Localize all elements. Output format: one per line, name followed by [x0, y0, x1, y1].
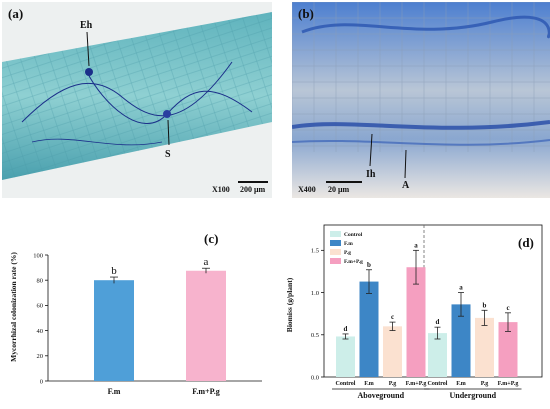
chart-d-significance-letter: b [483, 301, 487, 309]
chart-d-bar [406, 267, 426, 377]
chart-c-ylabel: Mycorrhizal colonization rate (%) [9, 252, 18, 362]
chart-d-bar [336, 336, 355, 377]
chart-d-ylabel: Biomiss (g/plant) [285, 277, 294, 332]
chart-d-category-label: F.m [456, 381, 466, 387]
chart-d-category-label: Control [428, 381, 448, 387]
annotation-a-arrow [404, 149, 407, 179]
chart-c-significance-letter: b [111, 265, 117, 277]
annotation-eh: Eh [80, 20, 93, 31]
chart-d-bar [451, 304, 471, 377]
chart-d-legend-label: Control [344, 232, 363, 238]
chart-d-category-label: F.m+P.g [406, 381, 427, 387]
chart-c-y-tick-label: 100 [33, 252, 43, 259]
chart-d-significance-letter: b [367, 261, 371, 269]
chart-d-group-label: Aboveground [357, 391, 404, 400]
chart-c-y-tick-label: 80 [37, 278, 44, 285]
chart-d-legend-swatch [330, 258, 341, 264]
chart-c-y-tick-label: 20 [37, 353, 44, 360]
chart-c-y-tick-label: 60 [37, 303, 44, 310]
chart-d-y-tick-label: 1.0 [311, 290, 319, 297]
chart-c-bar [94, 280, 134, 381]
annotation-ih: Ih [366, 169, 376, 180]
chart-d-bar [498, 322, 518, 377]
annotation-a: A [402, 180, 410, 191]
annotation-eh-arrow [86, 31, 90, 67]
micrograph-a-image: (a) Eh S X100 200 μm [2, 2, 272, 198]
panel-a-label: (a) [8, 6, 23, 21]
chart-d-legend-swatch [330, 231, 341, 237]
chart-d-legend-swatch [330, 249, 341, 255]
chart-d-category-label: F.m+P.g [498, 381, 519, 387]
chart-d-significance-letter: a [459, 284, 463, 292]
chart-d-category-label: Control [336, 381, 356, 387]
panel-a-magnification: X100 [212, 185, 230, 194]
chart-d-legend-label: P.g [344, 250, 351, 256]
chart-d-group-label: Underground [449, 391, 496, 400]
chart-d-category-label: P.g [389, 381, 397, 387]
chart-c-panel-label: (c) [204, 231, 218, 246]
annotation-s-arrow [167, 119, 170, 146]
chart-c-category-label: F.m [108, 387, 121, 396]
chart-c-y-tick-label: 0 [40, 378, 43, 385]
panel-b-scale-bar: 20 μm [328, 185, 350, 194]
chart-d-significance-letter: a [414, 241, 418, 249]
chart-d-bar [383, 326, 402, 377]
chart-d-y-tick-label: 0.5 [311, 332, 319, 339]
micrograph-b-image: (b) Ih A X400 20 μm [292, 2, 550, 198]
chart-d-significance-letter: d [436, 318, 440, 326]
annotation-ih-arrow [369, 133, 373, 167]
chart-d-legend-label: F.m+P.g [344, 259, 363, 265]
panel-a-scale-bar: 200 μm [240, 185, 266, 194]
chart-d-legend-label: F.m [344, 241, 353, 247]
chart-d-bar [428, 333, 447, 377]
chart-d-significance-letter: c [391, 313, 394, 321]
chart-d-panel-label: (d) [518, 235, 534, 250]
chart-d-bar [475, 317, 494, 377]
chart-c-significance-letter: a [204, 256, 209, 268]
annotation-s: S [165, 149, 171, 160]
micrograph-a: (a) Eh S X100 200 μm [2, 2, 272, 198]
chart-d-y-tick-label: 0.0 [311, 374, 319, 381]
chart-c-category-label: F.m+P.g [192, 387, 220, 396]
chart-c-y-tick-label: 40 [37, 328, 44, 335]
chart-d-legend-swatch [330, 240, 341, 246]
chart-d-category-label: P.g [481, 381, 489, 387]
chart-d-biomass: (d) Biomiss (g/plant) 0.0 0.5 1.0 1.5 d Cont… [285, 224, 543, 400]
chart-d-significance-letter: d [344, 325, 348, 333]
panel-b-label: (b) [298, 6, 314, 21]
panel-b-magnification: X400 [298, 185, 316, 194]
chart-d-category-label: F.m [364, 381, 374, 387]
chart-d-bar [359, 281, 379, 377]
chart-d-y-tick-label: 1.5 [311, 248, 319, 255]
chart-c-colonization: (c) Mycorrhizal colonization rate (%) 0 2… [9, 231, 262, 396]
chart-d-significance-letter: c [506, 304, 509, 312]
micrograph-b: (b) Ih A X400 20 μm [292, 2, 550, 198]
chart-c-bar [186, 270, 226, 381]
